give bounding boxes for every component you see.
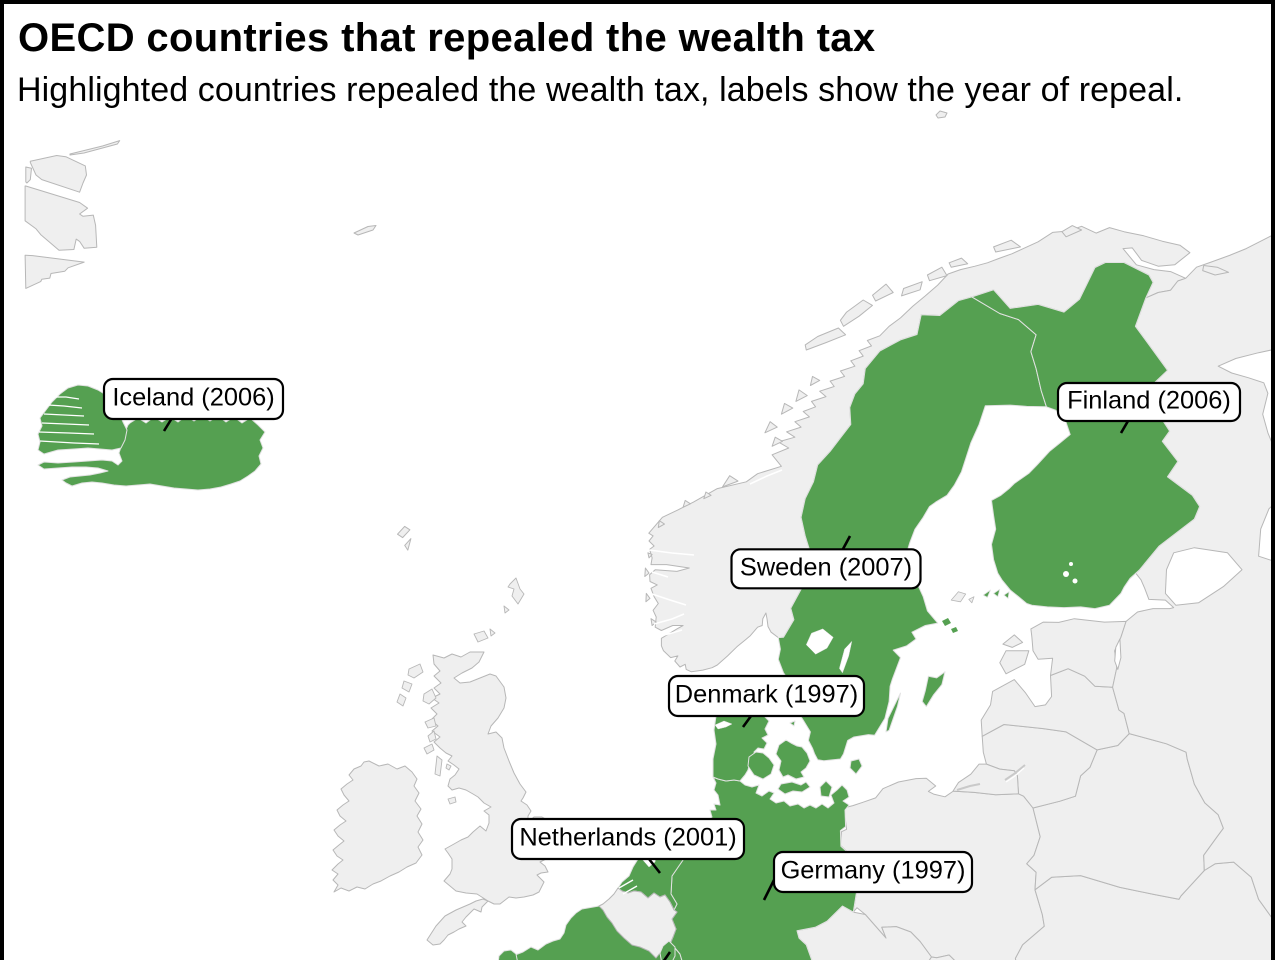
- svg-text:Sweden (2007): Sweden (2007): [740, 553, 912, 581]
- svg-text:Denmark (1997): Denmark (1997): [675, 681, 858, 709]
- svg-text:Netherlands (2001): Netherlands (2001): [519, 824, 736, 852]
- svg-text:Finland (2006): Finland (2006): [1067, 387, 1231, 415]
- svg-text:Germany (1997): Germany (1997): [781, 857, 966, 885]
- svg-text:Iceland (2006): Iceland (2006): [112, 384, 274, 412]
